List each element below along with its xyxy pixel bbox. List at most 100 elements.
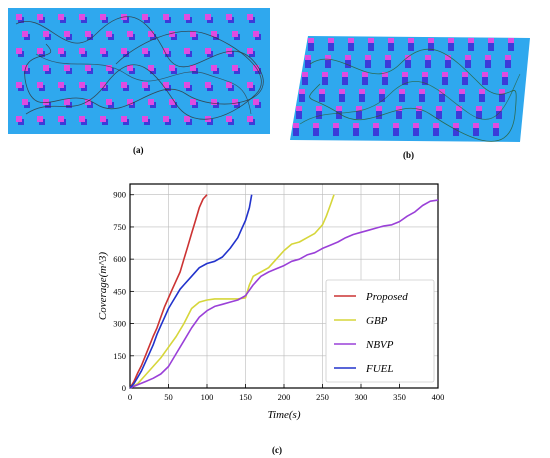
obstacle [305,55,311,60]
obstacle [58,48,64,54]
obstacle [499,93,505,102]
obstacle [64,99,70,105]
obstacle [488,42,494,51]
obstacle [322,72,328,77]
obstacle [473,123,479,128]
obstacle [462,72,468,77]
obstacle [402,72,408,77]
obstacle [436,106,442,111]
caption-a: (a) [133,145,144,155]
obstacle [479,93,485,102]
obstacle [148,99,154,105]
obstacle [505,59,511,68]
obstacle [79,82,85,88]
obstacle [79,116,85,122]
obstacle [58,116,64,122]
obstacle [79,14,85,20]
obstacle [325,59,331,68]
obstacle [382,76,388,85]
obstacle [106,99,112,105]
obstacle [345,59,351,68]
obstacle [376,106,382,111]
obstacle [496,110,502,119]
plot-frame [129,183,439,389]
obstacle [184,116,190,122]
y-tick-label: 750 [113,222,126,232]
obstacle [345,55,351,60]
obstacle [336,110,342,119]
obstacle [211,99,217,105]
obstacle [163,14,169,20]
obstacle [476,106,482,111]
obstacle [445,59,451,68]
obstacle [106,65,112,71]
obstacle [142,48,148,54]
obstacle [37,82,43,88]
obstacle [305,59,311,68]
obstacle [319,89,325,94]
obstacle [328,42,334,51]
x-tick-label: 50 [164,392,173,402]
obstacle [502,76,508,85]
obstacle [482,72,488,77]
obstacle [465,55,471,60]
obstacle [100,14,106,20]
obstacle [232,65,238,71]
obstacle [127,99,133,105]
obstacle [422,76,428,85]
x-tick-label: 200 [278,392,291,402]
obstacle [356,110,362,119]
obstacle [473,127,479,136]
obstacle [22,99,28,105]
obstacle [325,55,331,60]
obstacle [436,110,442,119]
obstacle [253,99,259,105]
x-axis-label: Time(s) [268,409,301,421]
obstacle [302,72,308,77]
obstacle [359,89,365,94]
obstacle [226,14,232,20]
obstacle [379,89,385,94]
obstacle [468,38,474,43]
obstacle [100,116,106,122]
obstacle [385,59,391,68]
legend-label: GBP [366,315,388,327]
obstacle [37,14,43,20]
obstacle [402,76,408,85]
legend-label: Proposed [365,291,408,303]
obstacle [336,106,342,111]
obstacle [333,123,339,128]
obstacle [37,116,43,122]
obstacle [163,82,169,88]
obstacle [379,93,385,102]
obstacle [142,116,148,122]
obstacle [226,82,232,88]
obstacle [85,65,91,71]
x-tick-label: 100 [201,392,214,402]
obstacle [439,89,445,94]
obstacle [482,76,488,85]
obstacle [121,116,127,122]
obstacle [16,82,22,88]
obstacle [316,106,322,111]
obstacle [43,99,49,105]
obstacle [169,65,175,71]
obstacle [365,59,371,68]
series-line-proposed [129,194,208,389]
obstacle [453,123,459,128]
obstacle [333,127,339,136]
obstacle [299,89,305,94]
obstacle [408,38,414,43]
obstacle [508,38,514,43]
obstacle [22,65,28,71]
panel-a-map-image [8,8,270,134]
obstacle [459,93,465,102]
obstacle [247,82,253,88]
obstacle [485,55,491,60]
obstacle [419,89,425,94]
obstacle [342,72,348,77]
obstacle [328,38,334,43]
obstacle [353,127,359,136]
obstacle [308,42,314,51]
obstacle [121,48,127,54]
